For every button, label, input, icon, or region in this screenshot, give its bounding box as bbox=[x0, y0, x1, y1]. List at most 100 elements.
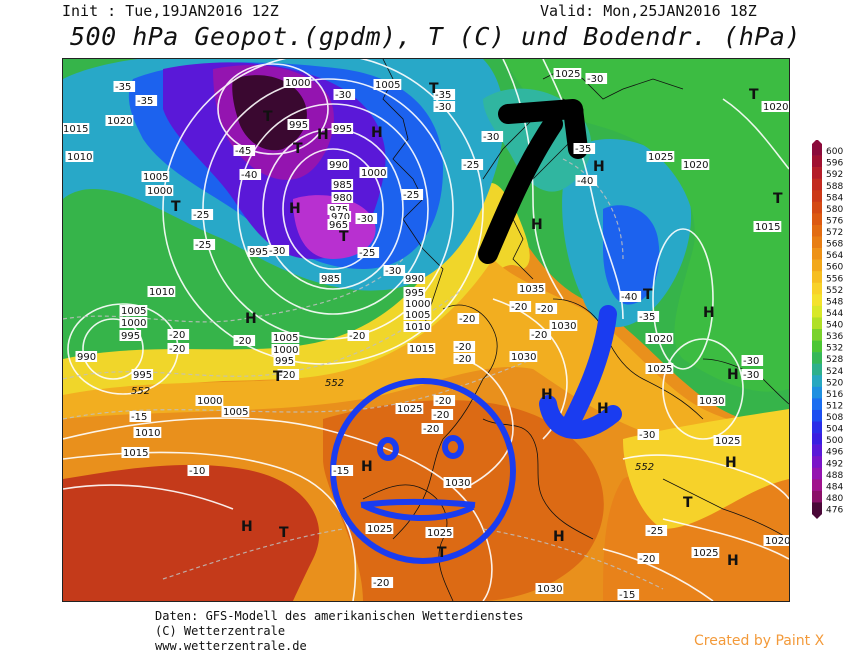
pressure-label: 1020 bbox=[763, 535, 789, 547]
low-pressure-marker: T bbox=[683, 495, 693, 511]
legend-swatch bbox=[812, 305, 822, 318]
svg-text:975: 975 bbox=[329, 205, 348, 216]
low-pressure-marker: T bbox=[643, 287, 653, 303]
high-pressure-marker: H bbox=[725, 455, 737, 471]
svg-text:980: 980 bbox=[333, 193, 352, 204]
svg-text:-30: -30 bbox=[357, 214, 373, 225]
temperature-label: -25 bbox=[193, 239, 216, 251]
pressure-label: 1025 bbox=[713, 435, 742, 447]
legend-value: 496 bbox=[826, 448, 843, 458]
legend-canvas: 6005965925885845805765725685645605565525… bbox=[812, 140, 843, 519]
legend-bottom-cap bbox=[812, 514, 822, 519]
svg-text:1030: 1030 bbox=[551, 321, 576, 332]
legend-swatch bbox=[812, 421, 822, 434]
temperature-label: -20 bbox=[167, 329, 190, 341]
svg-text:-25: -25 bbox=[403, 190, 419, 201]
high-pressure-marker: H bbox=[727, 367, 739, 383]
temperature-label: -20 bbox=[167, 343, 190, 355]
legend-swatch bbox=[812, 317, 822, 330]
svg-text:-35: -35 bbox=[137, 96, 153, 107]
svg-text:-40: -40 bbox=[241, 170, 257, 181]
svg-text:-30: -30 bbox=[743, 370, 759, 381]
svg-text:1020: 1020 bbox=[763, 102, 788, 113]
svg-text:-10: -10 bbox=[189, 466, 205, 477]
pressure-label: 995 bbox=[119, 330, 142, 342]
temperature-label: -30 bbox=[433, 101, 456, 113]
legend-value: 516 bbox=[826, 390, 843, 400]
paint-credit: Created by Paint X bbox=[694, 633, 825, 649]
svg-text:1025: 1025 bbox=[427, 528, 452, 539]
high-pressure-marker: H bbox=[541, 387, 553, 403]
paint-arrow-black bbox=[478, 99, 588, 264]
pressure-label: 1015 bbox=[63, 123, 90, 135]
svg-text:995: 995 bbox=[275, 356, 294, 367]
svg-text:985: 985 bbox=[321, 274, 340, 285]
svg-text:-15: -15 bbox=[333, 466, 349, 477]
pressure-label: 965 bbox=[327, 219, 350, 231]
low-pressure-marker: T bbox=[749, 87, 759, 103]
temperature-label: -40 bbox=[239, 169, 262, 181]
temperature-label: -20 bbox=[431, 409, 454, 421]
svg-text:1020: 1020 bbox=[765, 536, 789, 547]
svg-text:-20: -20 bbox=[433, 410, 449, 421]
footer-copyright: (C) Wetterzentrale bbox=[155, 624, 286, 638]
svg-text:-25: -25 bbox=[195, 240, 211, 251]
legend-value: 528 bbox=[826, 355, 843, 365]
svg-text:995: 995 bbox=[289, 120, 308, 131]
svg-text:-30: -30 bbox=[269, 246, 285, 257]
legend-value: 548 bbox=[826, 297, 843, 307]
legend-value: 600 bbox=[826, 147, 843, 157]
pressure-label: 990 bbox=[327, 159, 350, 171]
pressure-label: 1015 bbox=[121, 447, 150, 459]
legend-value: 556 bbox=[826, 274, 843, 284]
svg-text:1025: 1025 bbox=[397, 404, 422, 415]
legend-value: 500 bbox=[826, 436, 843, 446]
svg-text:-35: -35 bbox=[639, 312, 655, 323]
svg-text:1000: 1000 bbox=[405, 299, 430, 310]
svg-text:-35: -35 bbox=[115, 82, 131, 93]
svg-text:-20: -20 bbox=[455, 342, 471, 353]
svg-text:995: 995 bbox=[133, 370, 152, 381]
temperature-label: -35 bbox=[433, 89, 456, 101]
temperature-label: -35 bbox=[637, 311, 660, 323]
svg-text:1020: 1020 bbox=[647, 334, 672, 345]
temperature-label: -35 bbox=[113, 81, 136, 93]
temperature-label: -20 bbox=[535, 303, 558, 315]
svg-text:-20: -20 bbox=[455, 354, 471, 365]
footer-website: www.wetterzentrale.de bbox=[155, 639, 307, 653]
temperature-label: -25 bbox=[645, 525, 668, 537]
svg-text:1000: 1000 bbox=[361, 168, 386, 179]
legend-swatch bbox=[812, 271, 822, 284]
temperature-label: -25 bbox=[461, 159, 484, 171]
svg-text:1020: 1020 bbox=[107, 116, 132, 127]
temperature-label: -15 bbox=[331, 465, 354, 477]
svg-text:-30: -30 bbox=[483, 132, 499, 143]
legend-value: 596 bbox=[826, 159, 843, 169]
high-pressure-marker: H bbox=[703, 305, 715, 321]
pressure-label: 1000 bbox=[119, 317, 148, 329]
ne-green bbox=[503, 59, 789, 392]
legend-value: 508 bbox=[826, 413, 843, 423]
legend-swatch bbox=[812, 502, 822, 515]
legend-swatch bbox=[812, 155, 822, 168]
svg-text:-20: -20 bbox=[169, 330, 185, 341]
legend-value: 588 bbox=[826, 182, 843, 192]
legend-value: 520 bbox=[826, 378, 843, 388]
svg-text:995: 995 bbox=[121, 331, 140, 342]
temperature-label: -30 bbox=[741, 369, 764, 381]
temperature-label: -10 bbox=[187, 465, 210, 477]
svg-text:1030: 1030 bbox=[537, 584, 562, 595]
legend-swatch bbox=[812, 190, 822, 203]
svg-text:1010: 1010 bbox=[135, 428, 160, 439]
legend-value: 552 bbox=[826, 286, 843, 296]
legend-value: 536 bbox=[826, 332, 843, 342]
pressure-label: 995 bbox=[273, 355, 296, 367]
svg-text:-25: -25 bbox=[193, 210, 209, 221]
pressure-label: 1020 bbox=[761, 101, 789, 113]
legend-swatch bbox=[812, 444, 822, 457]
temperature-label: -20 bbox=[433, 395, 456, 407]
pressure-label: 985 bbox=[319, 273, 342, 285]
legend-value: 512 bbox=[826, 401, 843, 411]
legend-swatch bbox=[812, 433, 822, 445]
